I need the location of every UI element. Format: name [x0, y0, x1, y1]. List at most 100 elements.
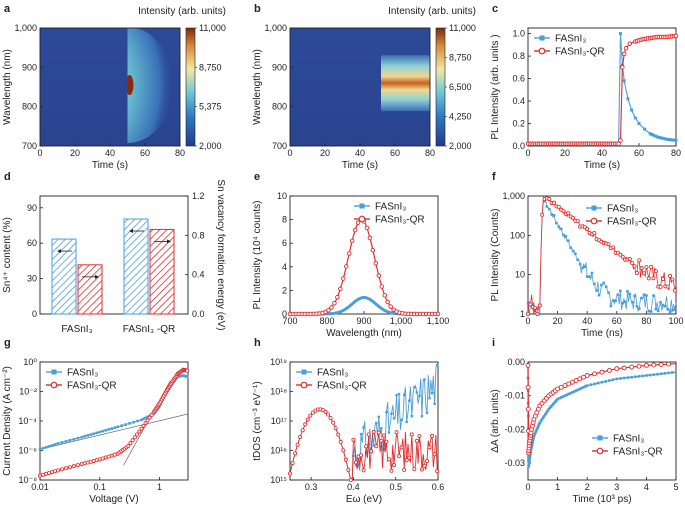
x-tick-label: 4 [644, 482, 649, 492]
x-tick-label: 20 [70, 148, 80, 158]
x-tick-label: 900 [356, 316, 371, 326]
data-point [575, 218, 580, 223]
data-point [593, 282, 596, 286]
data-point [659, 301, 662, 304]
data-point [354, 463, 358, 467]
x-axis-label: Voltage (V) [89, 494, 138, 505]
y-axis-label: tDOS (cm⁻³ eV⁻¹) [252, 381, 263, 460]
data-point [657, 135, 661, 139]
y-tick-label: 10⁻⁴ [18, 416, 37, 426]
data-point [563, 394, 567, 398]
data-point [599, 369, 605, 375]
data-point [140, 418, 143, 422]
x-tick-label: 80 [641, 316, 651, 326]
data-point [295, 442, 300, 447]
heatmap-emission-band [381, 55, 430, 112]
x-axis-label: Time (s) [92, 160, 128, 171]
data-point [59, 467, 64, 472]
data-point [526, 302, 530, 305]
data-point [621, 365, 627, 371]
y-axis-label: Current Density (A cm⁻²) [2, 366, 13, 476]
data-point [555, 221, 558, 225]
data-point [308, 413, 313, 418]
data-point [392, 463, 397, 468]
data-point [593, 382, 596, 386]
data-point [652, 373, 656, 376]
y-tick-label: 0.8 [512, 51, 525, 61]
data-point [353, 460, 358, 465]
data-point [364, 444, 369, 449]
data-point [408, 399, 411, 402]
plot-frame [39, 195, 189, 315]
data-point [635, 305, 639, 308]
data-point [351, 437, 356, 442]
bar-vacancy-energy [77, 264, 103, 315]
data-point [634, 271, 639, 276]
data-point [585, 384, 589, 387]
data-point [547, 197, 552, 202]
data-point [659, 372, 663, 376]
data-point [390, 412, 393, 415]
data-point [576, 388, 580, 392]
data-point [639, 266, 644, 271]
category-label: FASnI₃ -QR [123, 324, 175, 335]
data-point [534, 429, 538, 433]
data-point [538, 421, 542, 424]
data-point [107, 428, 111, 431]
panel-h: h 0.3 0.4 0.5 0.6 Eω (eV) 10¹⁵ 10¹⁶ 10¹⁷ 10¹⁸ 10¹⁹… [252, 337, 444, 505]
data-point [76, 436, 80, 440]
x-tick-label: 700 [282, 316, 297, 326]
data-point [592, 231, 597, 236]
data-point [369, 449, 374, 454]
data-point [136, 419, 139, 423]
data-point [333, 426, 338, 431]
data-point [404, 458, 409, 463]
data-point [420, 415, 424, 418]
data-point [101, 429, 105, 433]
data-point [352, 454, 355, 458]
data-point [543, 199, 546, 203]
data-point [375, 421, 378, 425]
data-point [376, 430, 381, 435]
data-point [649, 264, 654, 269]
data-point [636, 363, 642, 369]
y-tick-label: 0.00 [507, 357, 525, 367]
data-point [382, 448, 386, 451]
data-point [569, 391, 572, 395]
legend-marker [591, 205, 597, 211]
data-point [626, 290, 629, 293]
data-point [326, 412, 331, 417]
panel-a: a 0 20 40 60 80 Time (s) 700 800 900 1,000 Waveleng… [2, 3, 226, 171]
data-point [656, 309, 660, 313]
data-point [640, 296, 643, 300]
data-point [673, 33, 679, 39]
data-point [584, 373, 590, 378]
data-point [185, 368, 190, 373]
x-tick-label: 0 [525, 148, 530, 158]
data-point [661, 303, 665, 307]
data-point [537, 424, 540, 428]
data-point [47, 445, 51, 448]
panel-e: e 700 800 900 1,000 1,100 Wavelength (nm) 0 2 4 6 8… [252, 171, 449, 339]
data-point [335, 294, 340, 300]
data-point [667, 371, 670, 375]
data-point [386, 457, 391, 462]
data-point [418, 394, 421, 398]
data-point [637, 122, 641, 126]
data-point [389, 468, 394, 473]
x-tick-label: 0 [525, 482, 530, 492]
panel-i: i 0 1 2 3 4 5 Time (10³ ps) -0.03 -0.02 -0.01 0.00 Δ… [490, 337, 679, 505]
data-point [149, 412, 154, 417]
data-point [41, 447, 45, 450]
left-arrow-icon [57, 249, 61, 254]
panel-letter: c [492, 3, 498, 15]
data-point [616, 141, 621, 147]
data-point [654, 307, 658, 311]
y-tick-label: 700 [22, 141, 37, 151]
data-point [346, 251, 352, 256]
y-tick-label: 1,000 [502, 191, 525, 201]
data-point [371, 429, 376, 434]
y-tick-label: 900 [272, 62, 287, 72]
data-point [359, 453, 364, 458]
